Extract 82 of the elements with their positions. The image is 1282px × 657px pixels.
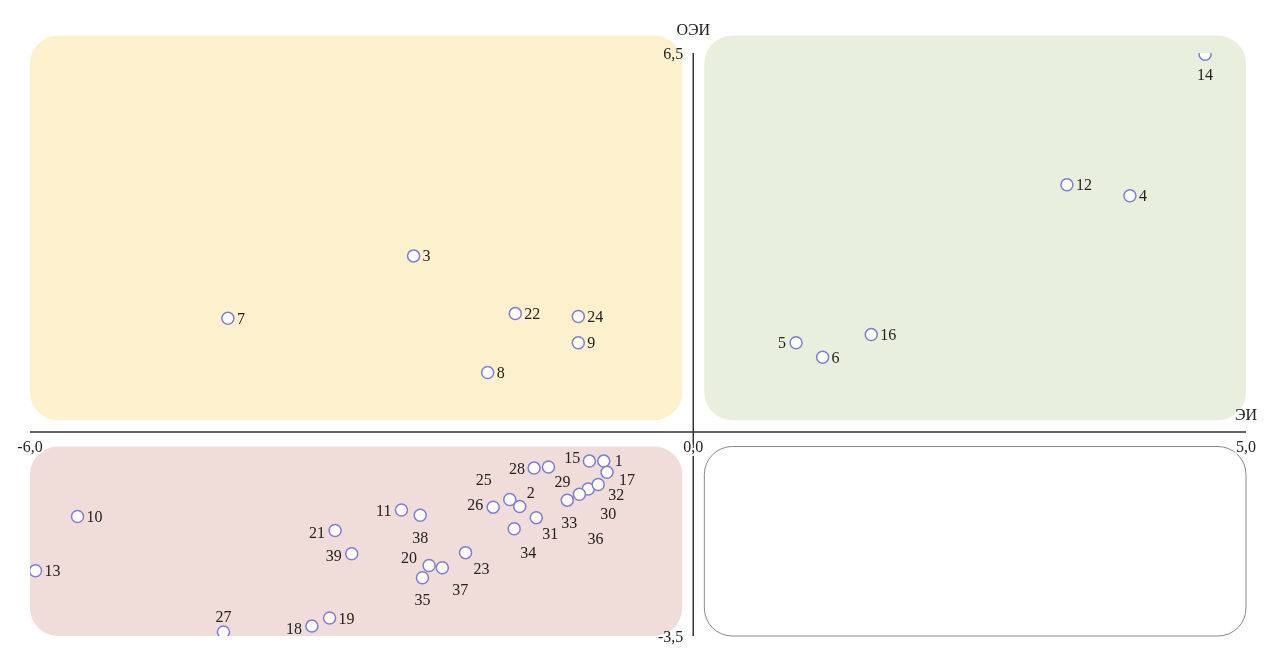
annotation: 16 xyxy=(880,326,897,344)
annotation: 25 xyxy=(475,471,492,489)
annotation: 30 xyxy=(600,504,617,522)
annotation: 8 xyxy=(496,364,505,382)
annotation: 38 xyxy=(412,528,429,546)
annotation: 37 xyxy=(452,581,469,599)
annotation: 29 xyxy=(554,472,571,490)
annotation: 22 xyxy=(524,305,541,323)
point xyxy=(571,309,586,324)
x-tick-label: 5,0 xyxy=(1236,437,1256,455)
point xyxy=(815,350,830,365)
annotation: 13 xyxy=(44,562,61,580)
point xyxy=(328,523,342,538)
annotation: 33 xyxy=(561,513,578,531)
annotation: 2 xyxy=(526,484,535,502)
point xyxy=(571,336,586,350)
point xyxy=(582,454,597,468)
point xyxy=(572,487,587,502)
point xyxy=(527,461,541,475)
y-tick-label: 6,5 xyxy=(663,44,684,62)
annotation: 39 xyxy=(325,547,342,565)
annotation: 34 xyxy=(520,544,537,562)
point xyxy=(394,503,409,517)
annotation: 6 xyxy=(831,348,840,366)
annotation: 11 xyxy=(376,501,392,519)
annotation: 14 xyxy=(1197,65,1214,83)
point xyxy=(422,558,436,573)
annotation: 20 xyxy=(401,549,418,567)
annotation: 32 xyxy=(608,486,625,504)
point xyxy=(30,563,43,578)
annotation: 27 xyxy=(215,607,232,625)
annotation: 23 xyxy=(473,560,490,578)
point xyxy=(486,500,500,514)
point xyxy=(508,306,523,321)
point xyxy=(596,454,611,468)
point xyxy=(529,510,544,525)
point xyxy=(413,508,427,523)
annotation: 26 xyxy=(467,495,484,513)
point xyxy=(1060,178,1074,192)
point xyxy=(70,509,85,524)
point xyxy=(560,493,574,507)
annotation: 17 xyxy=(619,470,636,488)
point xyxy=(480,365,495,380)
point xyxy=(458,545,473,560)
annotation: 35 xyxy=(414,591,431,609)
point xyxy=(1123,189,1137,203)
point xyxy=(221,311,235,326)
annotation: 4 xyxy=(1138,187,1147,205)
annotation: 15 xyxy=(564,448,581,466)
point xyxy=(435,561,450,575)
y-axis-title: ОЭИ xyxy=(676,21,711,38)
annotation: 18 xyxy=(285,619,302,637)
annotation: 36 xyxy=(587,529,604,547)
annotation: 3 xyxy=(422,247,431,265)
x-tick-label: -6,0 xyxy=(17,437,43,455)
annotation: 7 xyxy=(236,309,245,327)
point xyxy=(789,336,803,350)
point xyxy=(600,465,614,479)
annotation: 10 xyxy=(86,508,103,526)
x-axis-title: ЭИ xyxy=(1234,405,1258,423)
annotation: 28 xyxy=(509,459,526,477)
point xyxy=(864,327,878,342)
point xyxy=(541,460,556,474)
annotation: 24 xyxy=(587,308,604,326)
point xyxy=(322,611,337,625)
annotation: 1 xyxy=(614,451,623,469)
annotation: 12 xyxy=(1075,176,1092,194)
point xyxy=(512,499,527,514)
annotation: 9 xyxy=(587,334,596,352)
annotation: 21 xyxy=(309,524,326,542)
y-tick-label: -3,5 xyxy=(657,627,684,645)
point xyxy=(216,625,231,636)
point xyxy=(507,521,521,536)
point xyxy=(503,492,517,507)
annotation: 19 xyxy=(338,609,355,627)
annotation: 5 xyxy=(778,334,787,352)
point xyxy=(406,249,421,263)
point xyxy=(344,547,359,561)
point xyxy=(591,477,605,492)
point xyxy=(305,619,319,633)
point xyxy=(415,570,430,585)
annotation: 31 xyxy=(542,525,559,543)
